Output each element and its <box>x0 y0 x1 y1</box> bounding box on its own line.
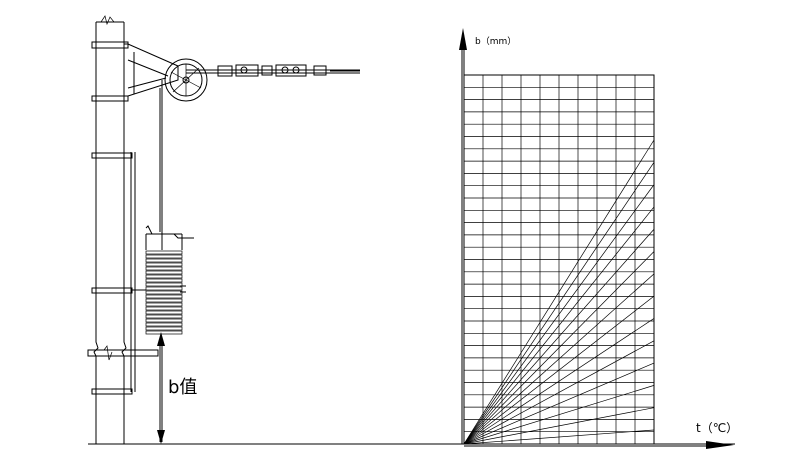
weight-plate <box>145 306 183 311</box>
weight-plate <box>145 262 183 267</box>
fan-line <box>463 228 655 445</box>
fan-line <box>463 206 655 445</box>
x-axis-arrow-icon <box>706 441 734 449</box>
weight-plate <box>145 294 183 299</box>
weight-plate <box>145 326 183 331</box>
fan-line <box>463 162 655 445</box>
weight-plate <box>145 330 183 335</box>
pulley-bracket <box>123 43 208 102</box>
fan-line <box>463 429 655 445</box>
y-axis-arrow-icon <box>459 28 467 50</box>
fan-line <box>463 385 655 445</box>
fan-line <box>463 407 655 445</box>
weight-plate <box>145 254 183 259</box>
fan-line <box>463 251 655 445</box>
weight-plate <box>145 310 183 315</box>
fan-line <box>463 273 655 445</box>
catenary-wire <box>186 64 360 77</box>
weight-plate <box>145 322 183 327</box>
height-b-arrow <box>157 332 165 444</box>
weight-plate <box>145 266 183 271</box>
weight-plate <box>145 314 183 319</box>
fan-line <box>463 340 655 445</box>
height-b-label: b值 <box>168 377 197 398</box>
weight-plate <box>145 286 183 291</box>
weight-plate <box>145 270 183 275</box>
weight-plate <box>145 278 183 283</box>
x-axis-label: t（℃） <box>696 421 738 435</box>
fan-line <box>463 295 655 445</box>
fan-line <box>463 318 655 445</box>
weight-plate <box>145 282 183 287</box>
fan-line <box>463 139 655 445</box>
weight-plate <box>145 258 183 263</box>
fan-line <box>463 184 655 445</box>
pole <box>87 15 159 444</box>
weight-plate <box>145 318 183 323</box>
fan-line <box>463 362 655 445</box>
b-t-fan-lines <box>463 139 655 445</box>
counterweight-stack <box>140 224 194 335</box>
weight-plate <box>145 274 183 279</box>
y-axis <box>459 28 467 444</box>
pulley-wheel <box>164 58 208 102</box>
weight-plate <box>145 298 183 303</box>
weight-plate <box>145 302 183 307</box>
weight-plate <box>145 250 183 255</box>
weight-plate <box>145 290 183 295</box>
b-t-grid <box>463 74 655 445</box>
y-axis-label: b（mm） <box>475 36 516 47</box>
x-axis <box>464 441 734 449</box>
